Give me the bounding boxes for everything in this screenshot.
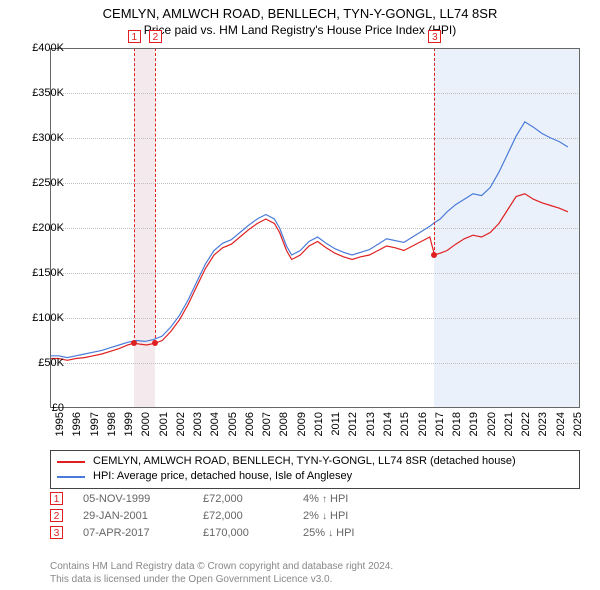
event-row: 3 07-APR-2017 £170,000 25% ↓ HPI [50, 526, 580, 539]
event-percent: 4% ↑ HPI [303, 493, 403, 505]
x-tick-label: 2023 [537, 412, 549, 436]
x-tick-label: 2019 [468, 412, 480, 436]
x-tick-label: 2008 [278, 412, 290, 436]
x-tick-label: 2017 [434, 412, 446, 436]
x-tick-label: 1997 [89, 412, 101, 436]
x-tick-label: 2020 [486, 412, 498, 436]
x-tick-label: 2021 [503, 412, 515, 436]
legend-item: CEMLYN, AMLWCH ROAD, BENLLECH, TYN-Y-GON… [57, 454, 573, 469]
x-tick-label: 2009 [296, 412, 308, 436]
event-price: £170,000 [203, 527, 283, 539]
legend: CEMLYN, AMLWCH ROAD, BENLLECH, TYN-Y-GON… [50, 450, 580, 489]
event-row-marker: 3 [50, 526, 63, 539]
y-tick-label: £400K [32, 42, 64, 54]
event-row: 1 05-NOV-1999 £72,000 4% ↑ HPI [50, 492, 580, 505]
event-percent: 2% ↓ HPI [303, 510, 403, 522]
x-tick-label: 2002 [175, 412, 187, 436]
event-date: 05-NOV-1999 [83, 493, 183, 505]
x-tick-label: 2014 [382, 412, 394, 436]
title-line-1: CEMLYN, AMLWCH ROAD, BENLLECH, TYN-Y-GON… [0, 6, 600, 23]
legend-label: CEMLYN, AMLWCH ROAD, BENLLECH, TYN-Y-GON… [93, 454, 516, 469]
axis-border [50, 48, 580, 408]
events-table: 1 05-NOV-1999 £72,000 4% ↑ HPI 2 29-JAN-2001 £… [50, 492, 580, 543]
x-tick-label: 2011 [330, 412, 342, 436]
x-tick-label: 2001 [158, 412, 170, 436]
footer-line-1: Contains HM Land Registry data © Crown c… [50, 560, 393, 573]
event-marker-box: 3 [428, 30, 441, 43]
chart-title-block: CEMLYN, AMLWCH ROAD, BENLLECH, TYN-Y-GON… [0, 0, 600, 38]
y-tick-label: £100K [32, 312, 64, 324]
x-tick-label: 2015 [399, 412, 411, 436]
event-date: 29-JAN-2001 [83, 510, 183, 522]
x-tick-label: 2006 [244, 412, 256, 436]
x-tick-label: 2004 [209, 412, 221, 436]
y-tick-label: £200K [32, 222, 64, 234]
footer-line-2: This data is licensed under the Open Gov… [50, 573, 393, 586]
event-marker-box: 1 [128, 30, 141, 43]
x-tick-label: 2005 [227, 412, 239, 436]
x-tick-label: 2025 [572, 412, 584, 436]
y-tick-label: £350K [32, 87, 64, 99]
x-tick-label: 2018 [451, 412, 463, 436]
x-tick-label: 2012 [347, 412, 359, 436]
legend-swatch [57, 476, 85, 478]
event-marker-box: 2 [149, 30, 162, 43]
y-tick-label: £250K [32, 177, 64, 189]
x-tick-label: 2000 [140, 412, 152, 436]
y-tick-label: £50K [38, 357, 64, 369]
x-tick-label: 2007 [261, 412, 273, 436]
event-row: 2 29-JAN-2001 £72,000 2% ↓ HPI [50, 509, 580, 522]
title-line-2: Price paid vs. HM Land Registry's House … [0, 23, 600, 39]
chart-container: { "title_line1": "CEMLYN, AMLWCH ROAD, B… [0, 0, 600, 590]
plot-area: 123 [50, 48, 580, 408]
event-price: £72,000 [203, 510, 283, 522]
x-tick-label: 1999 [123, 412, 135, 436]
x-tick-label: 2016 [417, 412, 429, 436]
x-tick-label: 2003 [192, 412, 204, 436]
legend-item: HPI: Average price, detached house, Isle… [57, 469, 573, 484]
x-tick-label: 2010 [313, 412, 325, 436]
y-tick-label: £300K [32, 132, 64, 144]
x-tick-label: 2013 [365, 412, 377, 436]
event-percent: 25% ↓ HPI [303, 527, 403, 539]
x-tick-label: 2024 [555, 412, 567, 436]
event-row-marker: 2 [50, 509, 63, 522]
legend-swatch [57, 461, 85, 463]
event-row-marker: 1 [50, 492, 63, 505]
y-tick-label: £150K [32, 267, 64, 279]
x-tick-label: 1998 [106, 412, 118, 436]
attribution-footer: Contains HM Land Registry data © Crown c… [50, 560, 393, 586]
x-tick-label: 1996 [71, 412, 83, 436]
event-date: 07-APR-2017 [83, 527, 183, 539]
legend-label: HPI: Average price, detached house, Isle… [93, 469, 352, 484]
x-tick-label: 1995 [54, 412, 66, 436]
event-price: £72,000 [203, 493, 283, 505]
x-tick-label: 2022 [520, 412, 532, 436]
